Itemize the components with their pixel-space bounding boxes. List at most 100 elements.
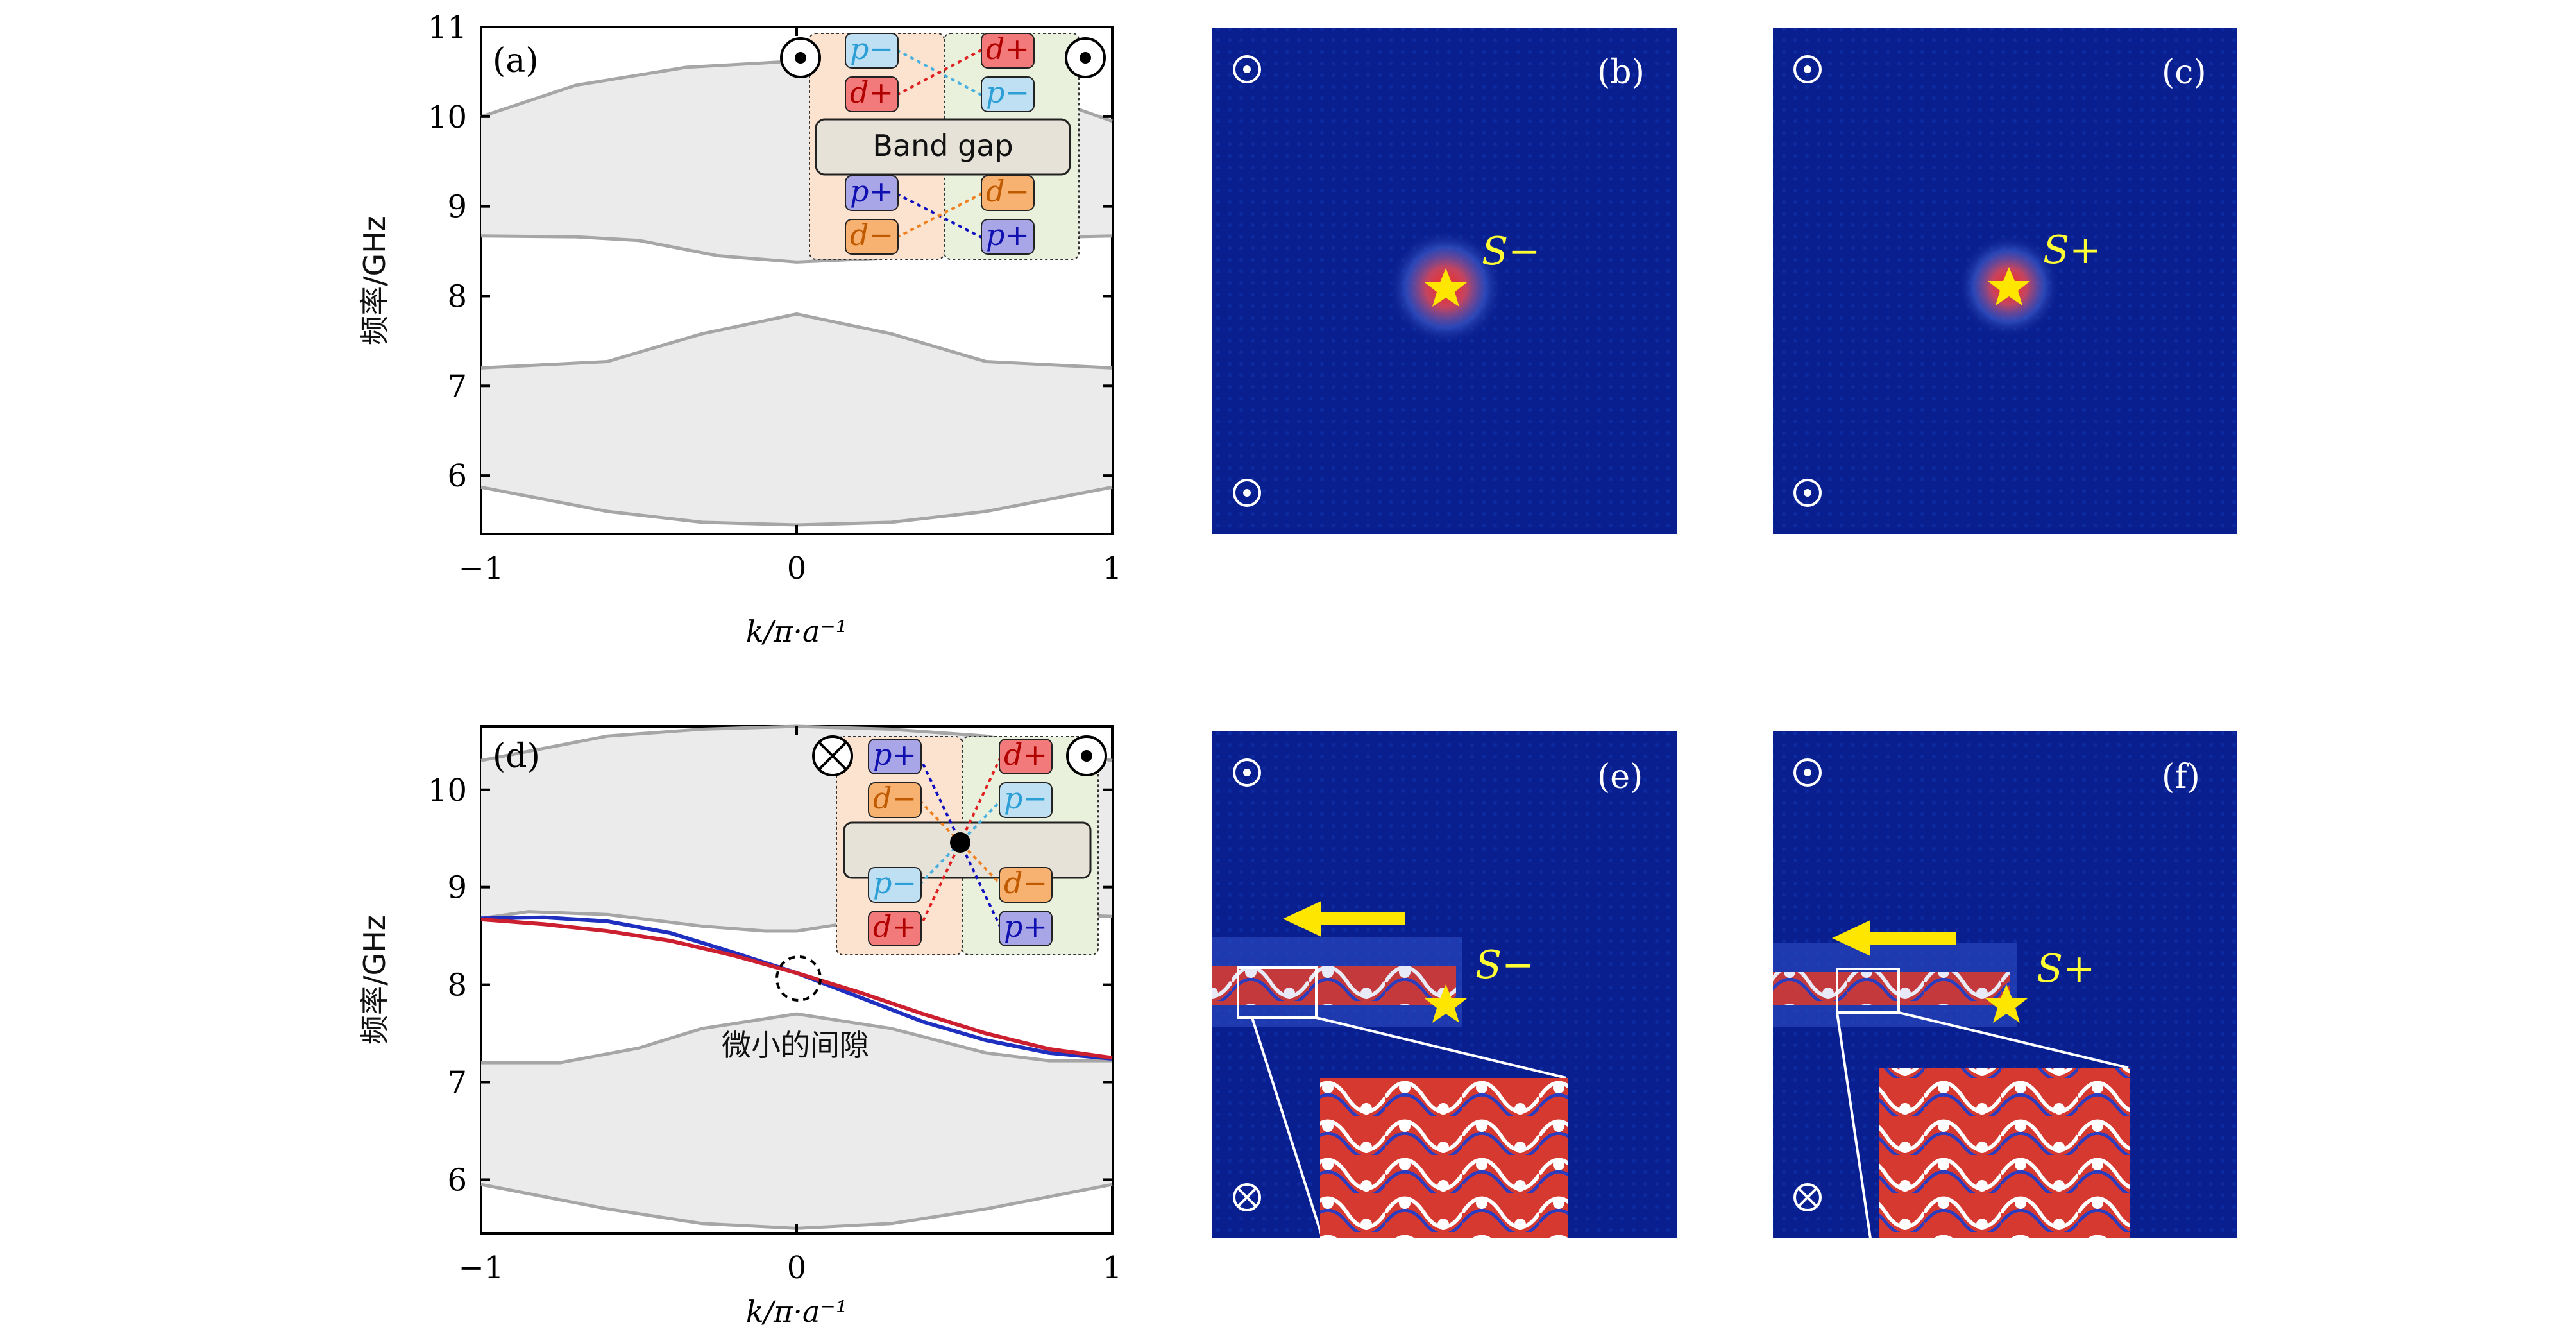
panel-label-b: (b) [1597,53,1645,92]
pill-right-3-a [981,219,1035,255]
propagation-arrow-icon [1832,920,1956,956]
pill-left-1-d-text: d− [873,781,917,816]
pill-left-2-d [868,867,922,903]
y-tick-label: 9 [447,189,467,225]
inset-mode-diagram-a: p− d+ p+ d− d+ p− d− p+ Band gap [780,31,1106,260]
y-tick-label: 10 [428,773,467,808]
y-tick-label: 9 [447,870,467,906]
pill-right-2-a-text: d− [986,174,1030,209]
into-plane-cross-icon [1237,1187,1257,1208]
y-tick-label: 8 [447,278,467,314]
x-axis-label-a: k/π·a⁻¹ [746,614,847,649]
source-star-icon [1425,268,1467,307]
out-of-plane-icon [1233,479,1261,507]
out-of-plane-dot-icon [1081,750,1092,762]
pill-left-3-d [868,911,922,946]
zoom-box-e [1237,966,1318,1019]
out-of-plane-dot-icon [1243,65,1251,73]
pill-left-3-a [845,219,899,255]
zoom-line-e [1316,1016,1567,1079]
pill-right-0-d-text: d+ [1004,737,1047,772]
zoom-line-f [1836,1012,1872,1239]
pill-right-0-a-text: d+ [986,31,1030,66]
pill-right-3-a-text: p+ [986,218,1030,252]
pill-right-1-d-text: p− [1004,781,1047,816]
y-tick-label: 11 [428,10,467,46]
y-tick-label: 10 [428,99,467,135]
pill-left-2-a-text: p+ [850,174,894,209]
zoom-line-e [1251,1017,1324,1239]
connector-d-minus [896,192,982,239]
band-edge [480,312,1113,370]
pill-right-2-d-text: d− [1004,866,1047,900]
out-of-plane-dot-icon [1804,65,1811,73]
panel-label-f: (f) [2162,758,2200,796]
panel-label-e: (e) [1597,758,1643,796]
pill-left-2-a [845,175,899,211]
source-label-b: S− [1482,229,1540,274]
zoom-inset-f [1879,1068,2130,1238]
out-of-plane-icon [1793,55,1822,83]
y-tick-label: 8 [447,968,467,1004]
source-star-icon [1985,984,2028,1023]
y-tick-label: 6 [447,458,467,494]
pill-right-2-a [981,175,1035,211]
x-tick-label: −1 [459,551,504,586]
source-label-e: S− [1475,943,1534,988]
pill-right-1-a-text: p− [986,75,1030,110]
pill-right-1-d [999,782,1053,818]
out-of-plane-icon [1233,55,1261,83]
y-tick-label: 6 [447,1162,467,1198]
pill-left-0-a-text: p− [850,31,894,66]
edge-state-beam-f [1773,972,2010,1005]
crossing-point [950,832,970,853]
pill-right-3-d-text: p+ [1004,909,1047,944]
x-tick-label: 1 [1103,1250,1123,1286]
x-axis-label-d: k/π·a⁻¹ [746,1294,847,1329]
small-gap-annotation: 微小的间隙 [722,1028,869,1063]
inset-mode-diagram-d: p+ d− p− d+ d+ p− d− p+ [812,735,1107,955]
band-diagram-a: 6 7 8 9 10 11 −1 0 1 (a) p− d+ p+ d− d+ p− [357,10,1122,649]
x-tick-label: 0 [787,1250,807,1286]
pill-right-0-d [999,739,1053,774]
pill-left-1-a [845,76,899,112]
source-label-c: S+ [2043,228,2101,273]
zoom-line-f [1898,1011,2129,1069]
edge-state-lines-d [480,915,1113,1061]
axis-ticks-a: 6 7 8 9 10 11 −1 0 1 [428,10,1122,586]
band-region [481,1014,1112,1229]
pill-left-0-d [868,739,922,774]
pill-right-3-d [999,911,1053,946]
panel-label-d: (d) [493,737,540,776]
into-plane-cross-icon [1797,1187,1818,1208]
band-gap-box [815,118,1071,176]
out-of-plane-dot-icon [1804,769,1811,776]
out-of-plane-dot-icon [1080,52,1091,64]
into-plane-icon [1233,1183,1261,1211]
source-label-f: S+ [2037,946,2095,991]
field-map-b: S− (b) [1212,28,1677,534]
into-plane-cross-icon [818,741,847,771]
axis-ticks-d: 6 7 8 9 10 −1 0 1 [428,726,1122,1286]
field-map-e: S− (e) [1212,731,1677,1239]
panel-label-c: (c) [2162,53,2207,92]
pill-right-2-d [999,867,1053,903]
pill-left-3-a-text: d− [850,218,894,252]
zoom-inset-e [1320,1078,1568,1238]
pill-left-0-a [845,33,899,69]
pill-right-1-a [981,76,1035,112]
gapless-box [843,821,1092,879]
band-edge [481,1012,1112,1065]
edge-state-beam-e [1212,966,1456,1005]
propagation-arrow-icon [1283,901,1405,937]
band-region [481,314,1112,526]
dirac-point-marker [775,955,822,1002]
panel-label-a: (a) [493,42,539,80]
pill-left-0-d-text: p+ [873,737,917,772]
pill-right-0-a [981,33,1035,69]
pill-left-2-d-text: p− [873,866,917,900]
pill-left-1-d [868,782,922,818]
source-star-icon [1988,267,2030,305]
